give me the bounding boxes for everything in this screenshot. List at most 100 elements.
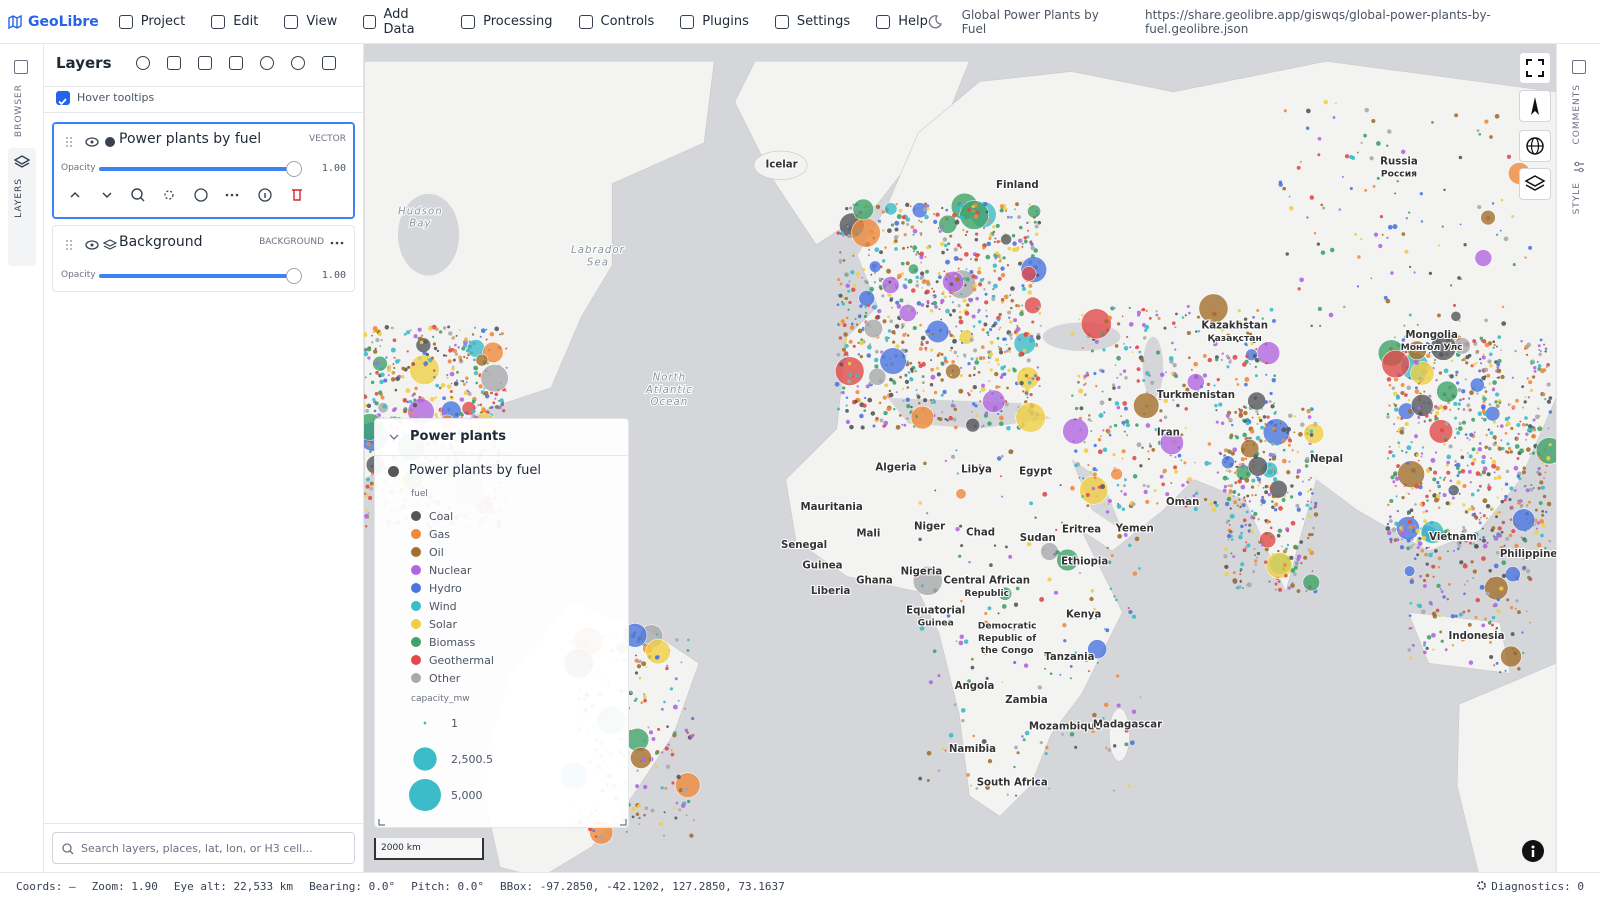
menu-item[interactable]: Edit	[211, 7, 258, 37]
tab-style[interactable]: STYLE	[1572, 182, 1582, 215]
status-diagnostics[interactable]: Diagnostics: 0	[1476, 880, 1584, 893]
plant-dot	[502, 401, 505, 404]
plant-dot	[458, 356, 460, 359]
plant-dot	[930, 402, 933, 405]
tool[interactable]	[322, 56, 336, 70]
panel-icon[interactable]	[1572, 60, 1586, 74]
menu-item[interactable]: Add Data	[363, 7, 435, 37]
plant-dot	[998, 259, 1002, 263]
plant-dot	[1406, 385, 1412, 390]
tool[interactable]	[198, 56, 212, 70]
tool[interactable]	[291, 56, 305, 70]
plant-dot	[881, 259, 886, 263]
menu-icon	[461, 14, 476, 29]
plant-dot	[974, 238, 979, 242]
plant-dot	[983, 288, 986, 291]
plant-dot	[1078, 477, 1081, 479]
plant-dot	[894, 324, 900, 329]
plant-dot	[672, 733, 677, 738]
plant-dot	[1515, 437, 1519, 441]
plant-dot	[1192, 494, 1196, 498]
plant-dot	[950, 374, 952, 377]
fuel-swatch	[411, 673, 421, 683]
info-button[interactable]	[1522, 840, 1544, 862]
opacity-track[interactable]	[99, 161, 302, 177]
ocean-label: Bay	[409, 219, 431, 230]
plant-dot	[1000, 266, 1005, 271]
hover-checkbox[interactable]	[56, 91, 70, 106]
compass-button[interactable]	[1519, 90, 1551, 122]
tool[interactable]	[260, 56, 274, 70]
menu-item[interactable]: Plugins	[680, 7, 749, 37]
layer-card[interactable]: Background BACKGROUND Opacity 1.00	[52, 225, 355, 292]
plant-dot	[676, 774, 681, 780]
plant-dot	[1449, 284, 1453, 287]
map[interactable]: Hudson Bay Labrador Sea North Atlantic Ocean Ic…	[364, 44, 1556, 872]
opacity-thumb[interactable]	[286, 268, 302, 284]
tab-comments[interactable]: COMMENTS	[1572, 84, 1582, 145]
plant-dot	[1452, 549, 1456, 552]
plant-dot	[1451, 644, 1455, 647]
plant-dot	[1012, 241, 1017, 246]
layer-menu[interactable]	[330, 240, 344, 246]
menu-item[interactable]: View	[284, 7, 337, 37]
plant-dot	[1024, 296, 1042, 314]
plant-dot	[1512, 508, 1536, 532]
menu-item[interactable]: Settings	[774, 7, 850, 37]
menu-item[interactable]: Project	[118, 7, 185, 37]
opacity-thumb[interactable]	[286, 161, 302, 177]
plant-dot	[881, 294, 885, 298]
plant-dot	[916, 301, 922, 306]
plant-dot	[374, 328, 379, 333]
plant-dot	[882, 424, 886, 428]
plant-dot	[1376, 176, 1380, 180]
plant-dot	[1270, 535, 1273, 539]
tool[interactable]	[167, 56, 181, 70]
tab-layers[interactable]: LAYERS	[14, 178, 24, 218]
collapse-icon[interactable]	[389, 433, 399, 441]
fullscreen-button[interactable]	[1519, 52, 1551, 84]
opacity-track[interactable]	[99, 268, 302, 284]
search-box[interactable]: Search layers, places, lat, lon, or H3 c…	[52, 832, 355, 864]
menu-item[interactable]: Help	[876, 7, 928, 37]
menu-item[interactable]: Controls	[578, 7, 654, 37]
globe-button[interactable]	[1519, 130, 1551, 162]
scale-bar: 2000 km	[374, 838, 484, 860]
plant-dot	[1504, 482, 1509, 486]
plant-dot	[1119, 373, 1123, 376]
plant-dot	[364, 513, 370, 519]
plant-dot	[1517, 432, 1520, 436]
plant-dot	[480, 390, 485, 395]
panel-icon[interactable]	[14, 60, 28, 74]
plant-dot	[1425, 546, 1428, 550]
plant-dot	[975, 296, 979, 301]
plant-dot	[1496, 496, 1499, 499]
plant-dot	[463, 355, 466, 359]
plant-dot	[892, 241, 896, 244]
layer-card[interactable]: Power plants by fuel VECTOR Opacity 1.00	[52, 122, 355, 219]
plant-dot	[1268, 532, 1271, 535]
plant-dot	[1453, 401, 1458, 407]
plant-dot	[918, 617, 924, 622]
project-url[interactable]: https://share.geolibre.app/giswqs/global…	[1144, 7, 1491, 36]
theme-toggle[interactable]	[928, 14, 942, 29]
plant-dot	[411, 362, 415, 365]
plant-dot	[1008, 554, 1013, 559]
resize-handles[interactable]	[377, 819, 628, 827]
plant-dot	[1142, 378, 1146, 383]
basemap-button[interactable]	[1519, 168, 1551, 200]
tool[interactable]	[229, 56, 243, 70]
plant-dot	[1163, 326, 1167, 330]
tab-browser[interactable]: BROWSER	[14, 84, 24, 138]
tool[interactable]	[136, 56, 150, 70]
plant-dot	[1014, 794, 1018, 797]
brand[interactable]: GeoLibre	[8, 14, 107, 30]
plant-dot	[942, 237, 948, 242]
plant-dot	[1522, 565, 1527, 570]
plant-dot	[1515, 577, 1519, 581]
plant-dot	[1401, 528, 1404, 532]
fuel-name: Gas	[429, 527, 450, 541]
plant-dot	[903, 233, 907, 237]
plant-dot	[1529, 621, 1532, 624]
menu-item[interactable]: Processing	[461, 7, 553, 37]
